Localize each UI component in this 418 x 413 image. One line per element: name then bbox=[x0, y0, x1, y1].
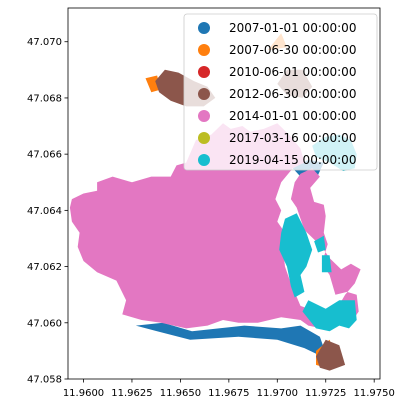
legend: 2007-01-01 00:00:00 2007-06-30 00:00:00 20… bbox=[183, 13, 378, 171]
polygon-2007-01-01-0 bbox=[135, 322, 328, 360]
y-tick-label-6: 47.070 bbox=[27, 37, 62, 48]
x-tick-label-2: 11.9650 bbox=[160, 388, 201, 399]
polygon-2012-06-30-2 bbox=[316, 339, 346, 371]
legend-label-4: 2014-01-01 00:00:00 bbox=[229, 109, 356, 123]
legend-marker-3 bbox=[198, 88, 210, 100]
polygon-2014-01-01-0 bbox=[69, 123, 361, 329]
x-tick-label-4: 11.9700 bbox=[257, 388, 298, 399]
y-tick-label-2: 47.062 bbox=[27, 262, 62, 273]
polygon-2019-04-15-2 bbox=[321, 255, 332, 273]
x-tick-label-5: 11.9725 bbox=[305, 388, 346, 399]
plot-frame bbox=[67, 7, 381, 380]
legend-label-3: 2012-06-30 00:00:00 bbox=[229, 87, 356, 101]
y-tick-label-4: 47.066 bbox=[27, 150, 62, 161]
legend-marker-4 bbox=[198, 110, 210, 122]
legend-marker-1 bbox=[198, 44, 210, 56]
legend-box bbox=[183, 13, 378, 171]
polygon-2019-04-15-1 bbox=[314, 235, 326, 253]
y-tick-label-1: 47.060 bbox=[27, 318, 62, 329]
y-tick-label-0: 47.058 bbox=[27, 375, 62, 386]
y-axis: 47.058 47.060 47.062 47.064 47.066 47.068 47.0… bbox=[27, 37, 68, 386]
legend-marker-0 bbox=[198, 22, 210, 34]
legend-marker-6 bbox=[198, 154, 210, 166]
x-tick-label-0: 11.9600 bbox=[63, 388, 104, 399]
legend-marker-5 bbox=[198, 132, 210, 144]
y-tick-label-3: 47.064 bbox=[27, 206, 62, 217]
polygon-2019-04-15-3 bbox=[302, 300, 357, 332]
x-tick-label-6: 11.9750 bbox=[354, 388, 395, 399]
x-tick-label-1: 11.9625 bbox=[111, 388, 152, 399]
legend-label-1: 2007-06-30 00:00:00 bbox=[229, 43, 356, 57]
y-tick-label-5: 47.068 bbox=[27, 93, 62, 104]
legend-label-2: 2010-06-01 00:00:00 bbox=[229, 65, 356, 79]
legend-label-6: 2019-04-15 00:00:00 bbox=[229, 153, 356, 167]
legend-label-5: 2017-03-16 00:00:00 bbox=[229, 131, 356, 145]
legend-label-0: 2007-01-01 00:00:00 bbox=[229, 21, 356, 35]
x-axis: 11.9600 11.9625 11.9650 11.9675 11.9700 11.97… bbox=[63, 379, 395, 399]
polygon-2019-04-15-0 bbox=[279, 213, 313, 298]
x-tick-label-3: 11.9675 bbox=[208, 388, 249, 399]
legend-marker-2 bbox=[198, 66, 210, 78]
